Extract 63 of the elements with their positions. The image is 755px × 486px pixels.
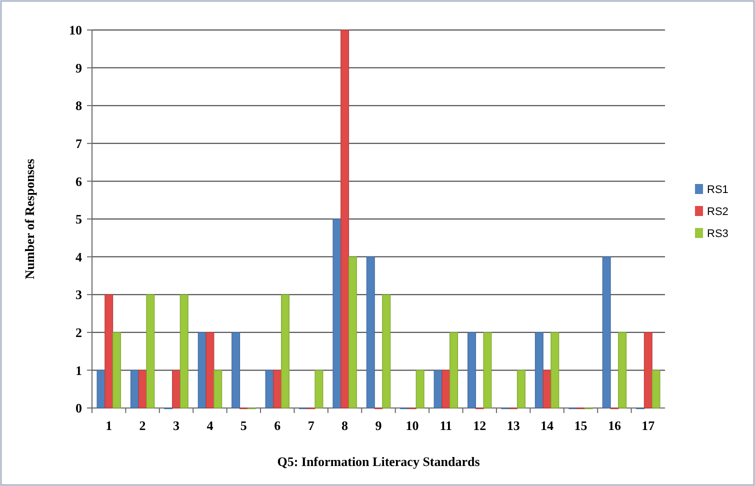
x-tick-label: 8 <box>342 418 349 433</box>
bar <box>442 370 450 408</box>
bar <box>332 218 342 408</box>
x-tick-label: 5 <box>240 418 248 433</box>
x-tick-label: 14 <box>540 418 554 433</box>
legend-label: RS1 <box>707 184 728 196</box>
bar <box>618 332 627 408</box>
x-tick-label: 2 <box>139 418 146 433</box>
bar <box>96 370 106 408</box>
bar <box>468 332 476 408</box>
x-tick-label: 7 <box>308 418 315 433</box>
x-tick-label: 4 <box>206 418 214 433</box>
y-axis-title: Number of Responses <box>22 158 37 280</box>
x-tick-label: 12 <box>473 418 486 433</box>
bar <box>348 256 357 408</box>
x-axis-title: Q5: Information Literacy Standards <box>277 454 480 469</box>
bar <box>602 256 611 408</box>
bar <box>281 294 290 408</box>
y-tick-label: 9 <box>76 60 82 76</box>
x-tick-label: 9 <box>375 418 382 433</box>
legend-label: RS3 <box>707 228 728 240</box>
bar <box>104 294 114 408</box>
bar <box>483 332 492 408</box>
bar <box>206 332 214 408</box>
bar <box>273 370 282 408</box>
bar <box>382 294 391 408</box>
bar <box>516 370 526 408</box>
x-tick-label: 6 <box>274 418 282 433</box>
y-tick-label: 3 <box>76 287 82 302</box>
bar <box>644 332 652 408</box>
x-tick-label: 11 <box>440 418 452 433</box>
y-tick-label: 2 <box>76 324 82 340</box>
bar <box>314 370 324 408</box>
bar <box>214 370 222 408</box>
bar <box>232 332 240 408</box>
x-tick-label: 1 <box>106 418 112 433</box>
bar <box>534 332 544 408</box>
x-tick-label: 17 <box>642 418 656 433</box>
bar <box>550 332 560 408</box>
y-tick-label: 8 <box>76 98 82 114</box>
bar <box>180 294 188 408</box>
y-tick-label: 10 <box>69 22 82 38</box>
bar <box>146 294 155 408</box>
bar <box>130 370 139 408</box>
bar <box>112 332 121 408</box>
x-tick-label: 3 <box>173 418 180 433</box>
legend-label: RS2 <box>707 206 728 218</box>
y-tick-label: 5 <box>76 212 82 227</box>
x-tick-label: 16 <box>608 418 622 433</box>
y-tick-label: 1 <box>76 362 82 378</box>
x-tick-label: 15 <box>574 418 588 433</box>
bar <box>340 30 350 408</box>
bar <box>652 370 660 408</box>
x-tick-label: 13 <box>506 418 520 433</box>
bar <box>366 256 375 408</box>
bar <box>450 332 458 408</box>
x-tick-label: 10 <box>406 418 419 433</box>
bar <box>416 370 424 408</box>
y-tick-label: 0 <box>76 400 82 416</box>
y-tick-label: 4 <box>76 249 82 264</box>
y-tick-label: 7 <box>76 136 82 151</box>
bar <box>172 370 180 408</box>
y-tick-label: 6 <box>76 174 82 189</box>
